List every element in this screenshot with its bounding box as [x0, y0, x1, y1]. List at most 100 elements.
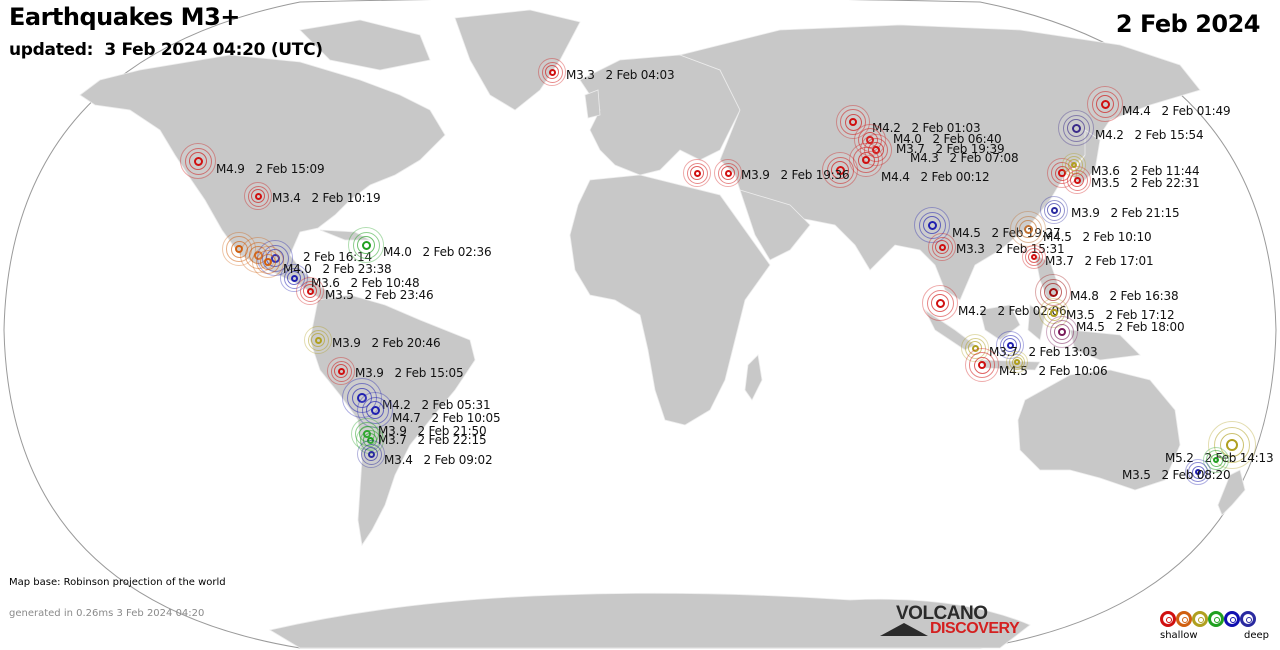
marker-ring: [357, 236, 375, 254]
marker-ring: [367, 450, 375, 458]
marker-ring: [366, 401, 384, 419]
marker-ring: [1091, 90, 1119, 118]
earthquake-label: M3.6 2 Feb 11:44: [1091, 164, 1200, 178]
marker-ring: [1071, 123, 1081, 133]
marker-ring: [721, 166, 735, 180]
earthquake-label: M3.9 2 Feb 21:15: [1071, 206, 1180, 220]
marker-ring: [826, 156, 854, 184]
marker-ring: [299, 280, 321, 302]
marker-ring: [1031, 254, 1037, 260]
marker-ring: [926, 289, 954, 317]
earthquake-label: M4.0 2 Feb 23:38: [283, 262, 392, 276]
marker-ring: [1071, 162, 1077, 168]
logo-line-2: DISCOVERY: [930, 620, 1020, 637]
earthquake-label: M3.5 2 Feb 22:31: [1091, 176, 1200, 190]
marker-ring: [260, 254, 276, 270]
page-title: Earthquakes M3+: [9, 3, 240, 31]
marker-ring: [1047, 203, 1061, 217]
marker-ring: [1050, 320, 1074, 344]
marker-ring: [1188, 462, 1208, 482]
earthquake-label: M4.8 2 Feb 16:38: [1070, 289, 1179, 303]
marker-ring: [287, 271, 301, 285]
marker-ring: [1048, 287, 1058, 297]
earthquake-label: M4.5 2 Feb 10:10: [1043, 230, 1152, 244]
marker-ring: [848, 117, 858, 127]
marker-ring: [1191, 465, 1205, 479]
earthquake-label: M4.4 2 Feb 01:49: [1122, 104, 1231, 118]
earthquake-label: M3.7 2 Feb 19:39: [896, 142, 1005, 156]
marker-ring: [1209, 453, 1223, 467]
earthquake-label: M4.3 2 Feb 07:08: [910, 151, 1019, 165]
marker-ring: [1023, 224, 1033, 234]
marker-ring: [935, 298, 945, 308]
earthquake-label: M4.0 2 Feb 02:36: [383, 245, 492, 259]
marker-ring: [931, 294, 949, 312]
marker-ring: [541, 61, 563, 83]
marker-ring: [927, 220, 937, 230]
marker-ring: [352, 231, 380, 259]
marker-ring: [1019, 220, 1037, 238]
marker-ring: [1054, 324, 1070, 340]
marker-ring: [840, 109, 866, 135]
earthquake-label: M3.7 2 Feb 22:15: [378, 433, 487, 447]
map-date: 2 Feb 2024: [1115, 10, 1261, 38]
marker-ring: [334, 364, 348, 378]
earthquake-label: M4.5 2 Feb 18:00: [1076, 320, 1185, 334]
marker-ring: [1214, 427, 1250, 463]
marker-ring: [831, 161, 849, 179]
volcano-discovery-logo[interactable]: VOLCANO DISCOVERY: [880, 603, 1040, 643]
marker-ring: [247, 185, 269, 207]
marker-ring: [1226, 439, 1238, 451]
marker-ring: [184, 147, 212, 175]
earthquake-label: M3.7 2 Feb 17:01: [1045, 254, 1154, 268]
marker-ring: [717, 162, 739, 184]
marker-ring: [360, 443, 382, 465]
marker-ring: [330, 360, 352, 382]
earthquake-label: M3.5 2 Feb 08:20: [1122, 468, 1231, 482]
marker-ring: [1028, 251, 1040, 263]
legend-depth-swatch: [1224, 611, 1240, 627]
marker-ring: [938, 243, 946, 251]
marker-ring: [256, 250, 280, 274]
marker-ring: [189, 152, 207, 170]
marker-ring: [361, 240, 371, 250]
marker-ring: [306, 287, 314, 295]
map-base-note: Map base: Robinson projection of the wor…: [9, 577, 226, 588]
marker-ring: [1062, 114, 1090, 142]
marker-ring: [1068, 159, 1080, 171]
marker-ring: [1006, 341, 1014, 349]
earthquake-label: M4.7 2 Feb 10:05: [392, 411, 501, 425]
marker-ring: [370, 405, 380, 415]
earthquake-label: M4.2 2 Feb 01:03: [872, 121, 981, 135]
marker-ring: [690, 166, 704, 180]
legend-depth-swatch: [1240, 611, 1256, 627]
marker-ring: [1096, 95, 1114, 113]
marker-ring: [1043, 199, 1065, 221]
marker-ring: [548, 68, 556, 76]
earthquake-label: M3.9 2 Feb 15:05: [355, 366, 464, 380]
marker-ring: [1212, 456, 1220, 464]
marker-ring: [314, 336, 322, 344]
marker-ring: [1003, 338, 1017, 352]
marker-ring: [686, 162, 708, 184]
earthquake-label: M3.4 2 Feb 09:02: [384, 453, 493, 467]
marker-ring: [835, 165, 845, 175]
marker-ring: [857, 151, 875, 169]
generated-note: generated in 0.26ms 3 Feb 2024 04:20: [9, 608, 205, 619]
marker-ring: [303, 284, 317, 298]
marker-ring: [290, 274, 298, 282]
earthquake-label: M4.4 2 Feb 00:12: [881, 170, 990, 184]
earthquake-label: M3.5 2 Feb 17:12: [1066, 308, 1175, 322]
legend-depth-swatch: [1160, 611, 1176, 627]
earthquake-label: M3.7 2 Feb 13:03: [989, 345, 1098, 359]
marker-ring: [254, 192, 262, 200]
marker-ring: [931, 236, 953, 258]
legend-deep-label: deep: [1244, 630, 1269, 641]
earthquake-label: M4.2 2 Feb 15:54: [1095, 128, 1204, 142]
earthquake-label: M3.9 2 Feb 21:50: [378, 424, 487, 438]
earthquake-label: M3.3 2 Feb 04:03: [566, 68, 675, 82]
legend-depth-swatch: [1192, 611, 1208, 627]
marker-ring: [935, 240, 949, 254]
marker-ring: [973, 356, 991, 374]
